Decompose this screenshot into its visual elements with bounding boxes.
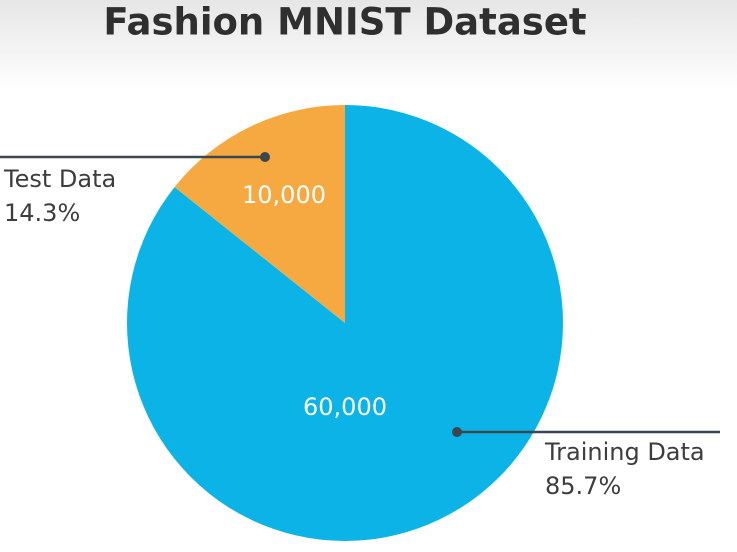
percent-label: 14.3% (4, 199, 80, 227)
pie-slice (174, 105, 345, 323)
leader-dot (260, 152, 270, 162)
category-label: Training Data (544, 438, 705, 466)
value-label: 10,000 (242, 181, 326, 209)
value-label: 60,000 (303, 393, 387, 421)
chart-title: Fashion MNIST Dataset (103, 1, 586, 44)
category-label: Test Data (3, 165, 116, 193)
percent-label: 85.7% (545, 472, 621, 500)
header-background (0, 0, 737, 90)
leader-dot (452, 427, 462, 437)
